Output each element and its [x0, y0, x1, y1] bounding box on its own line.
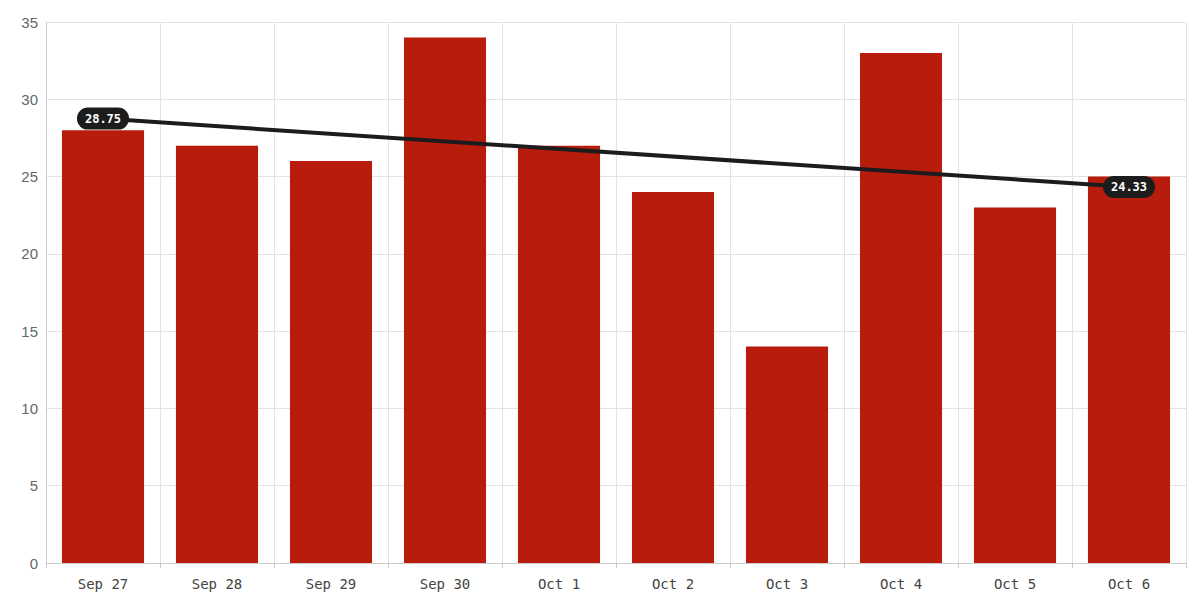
svg-text:25: 25 [21, 168, 38, 185]
svg-text:35: 35 [21, 14, 38, 31]
svg-text:Sep 28: Sep 28 [192, 576, 243, 592]
svg-text:Oct 6: Oct 6 [1108, 576, 1150, 592]
svg-text:30: 30 [21, 91, 38, 108]
svg-text:Oct 4: Oct 4 [880, 576, 922, 592]
svg-text:15: 15 [21, 323, 38, 340]
svg-text:Oct 1: Oct 1 [538, 576, 580, 592]
svg-text:28.75: 28.75 [85, 112, 121, 126]
svg-text:Sep 30: Sep 30 [420, 576, 471, 592]
svg-text:10: 10 [21, 400, 38, 417]
svg-text:0: 0 [30, 555, 38, 572]
svg-text:20: 20 [21, 245, 38, 262]
svg-text:Oct 3: Oct 3 [766, 576, 808, 592]
svg-text:Sep 29: Sep 29 [306, 576, 357, 592]
svg-text:5: 5 [30, 477, 38, 494]
svg-text:Oct 5: Oct 5 [994, 576, 1036, 592]
svg-text:24.33: 24.33 [1111, 180, 1147, 194]
svg-text:Sep 27: Sep 27 [78, 576, 129, 592]
svg-text:Oct 2: Oct 2 [652, 576, 694, 592]
